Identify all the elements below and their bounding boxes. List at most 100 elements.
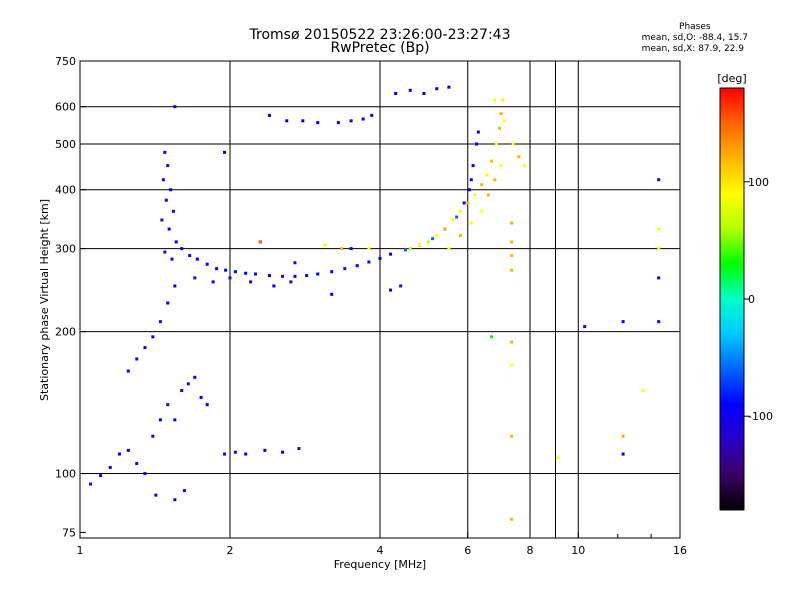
- data-point: [499, 164, 503, 168]
- y-tick-label: 500: [55, 138, 76, 151]
- data-point: [305, 274, 309, 278]
- data-point: [641, 389, 645, 393]
- data-point: [355, 264, 359, 268]
- phase-stats-x-mode: mean, sd,X: 87.9, 22.9: [641, 44, 744, 54]
- data-point: [173, 105, 177, 109]
- data-point: [408, 88, 412, 92]
- data-point: [657, 178, 661, 182]
- data-point: [173, 498, 177, 502]
- data-point: [657, 276, 661, 280]
- data-point: [316, 121, 320, 125]
- data-point: [199, 395, 203, 399]
- data-point: [171, 209, 175, 213]
- data-point: [510, 240, 514, 244]
- y-tick-label: 750: [55, 55, 76, 68]
- data-point: [223, 150, 227, 154]
- y-tick-label: 600: [55, 101, 76, 114]
- data-point: [485, 173, 489, 177]
- data-point: [151, 434, 155, 438]
- chart-subtitle: RwPretec (Bp): [330, 40, 430, 56]
- data-point: [193, 375, 197, 379]
- phase-stats-o-mode: mean, sd,O: -88.4, 15.7: [641, 33, 748, 43]
- colorbar: [deg] 100 0 -100: [717, 72, 773, 511]
- data-point: [135, 357, 139, 361]
- data-point: [205, 262, 209, 266]
- data-point: [475, 142, 479, 146]
- data-point: [510, 268, 514, 272]
- data-point: [167, 227, 171, 231]
- data-point: [498, 126, 502, 130]
- data-point: [174, 240, 178, 244]
- data-point: [657, 247, 661, 251]
- data-point: [330, 292, 334, 296]
- data-point: [435, 233, 439, 237]
- data-point: [154, 493, 158, 497]
- data-point: [267, 274, 271, 278]
- data-point: [370, 113, 374, 117]
- data-point: [493, 178, 497, 182]
- data-point: [224, 268, 228, 272]
- data-point: [378, 256, 382, 260]
- data-point: [293, 274, 297, 278]
- data-point: [233, 270, 237, 274]
- x-tick-label: 6: [464, 544, 471, 557]
- data-point: [126, 369, 130, 373]
- data-point: [471, 164, 475, 168]
- colorbar-label: [deg]: [717, 72, 746, 85]
- data-point: [143, 472, 147, 476]
- data-point: [223, 452, 227, 456]
- y-axis-title: Stationary phase Virtual Height [km]: [38, 199, 51, 401]
- data-point: [510, 517, 514, 521]
- data-point: [499, 112, 503, 116]
- data-point: [258, 240, 262, 244]
- data-point: [621, 320, 625, 324]
- y-tick-label: 400: [55, 184, 76, 197]
- data-point: [169, 188, 173, 192]
- chart-title: Tromsø 20150522 23:26:00-23:27:43: [249, 27, 511, 43]
- data-point: [166, 301, 170, 305]
- colorbar-tick-label: 100: [748, 176, 769, 189]
- data-point: [166, 164, 170, 168]
- x-tick-label: 8: [527, 544, 534, 557]
- data-point: [389, 288, 393, 292]
- data-point: [158, 418, 162, 422]
- data-point: [272, 284, 276, 288]
- data-point: [510, 221, 514, 225]
- phase-stats-header: Phases: [679, 22, 711, 32]
- data-point: [158, 320, 162, 324]
- data-point: [285, 119, 289, 123]
- y-tick-label: 100: [55, 468, 76, 481]
- y-tick-label: 200: [55, 326, 76, 339]
- data-point: [233, 450, 237, 454]
- data-point: [163, 250, 167, 254]
- data-point: [267, 113, 271, 117]
- data-point: [293, 261, 297, 265]
- data-point: [422, 91, 426, 95]
- data-point: [193, 276, 197, 280]
- data-point: [493, 98, 497, 102]
- data-point: [166, 403, 170, 407]
- data-point: [160, 218, 164, 222]
- data-points-layer: [89, 85, 661, 521]
- data-point: [431, 237, 435, 241]
- data-point: [510, 254, 514, 258]
- x-axis-title: Frequency [MHz]: [334, 558, 426, 571]
- data-point: [289, 280, 293, 284]
- data-point: [117, 452, 121, 456]
- data-point: [186, 382, 190, 386]
- data-point: [417, 243, 421, 247]
- ticks-layer: 1 2 4 6 8 10 16 75 100 200 300 400 500 600 750: [55, 55, 687, 557]
- data-point: [468, 188, 472, 192]
- x-tick-label: 16: [673, 544, 687, 557]
- data-point: [151, 335, 155, 339]
- data-point: [408, 247, 412, 251]
- data-point: [108, 466, 112, 470]
- data-point: [510, 340, 514, 344]
- x-tick-label: 1: [77, 544, 84, 557]
- data-point: [394, 91, 398, 95]
- colorbar-tick-label: -100: [748, 410, 773, 423]
- data-point: [403, 248, 407, 252]
- data-point: [476, 130, 480, 134]
- data-point: [426, 240, 430, 244]
- data-point: [511, 142, 515, 146]
